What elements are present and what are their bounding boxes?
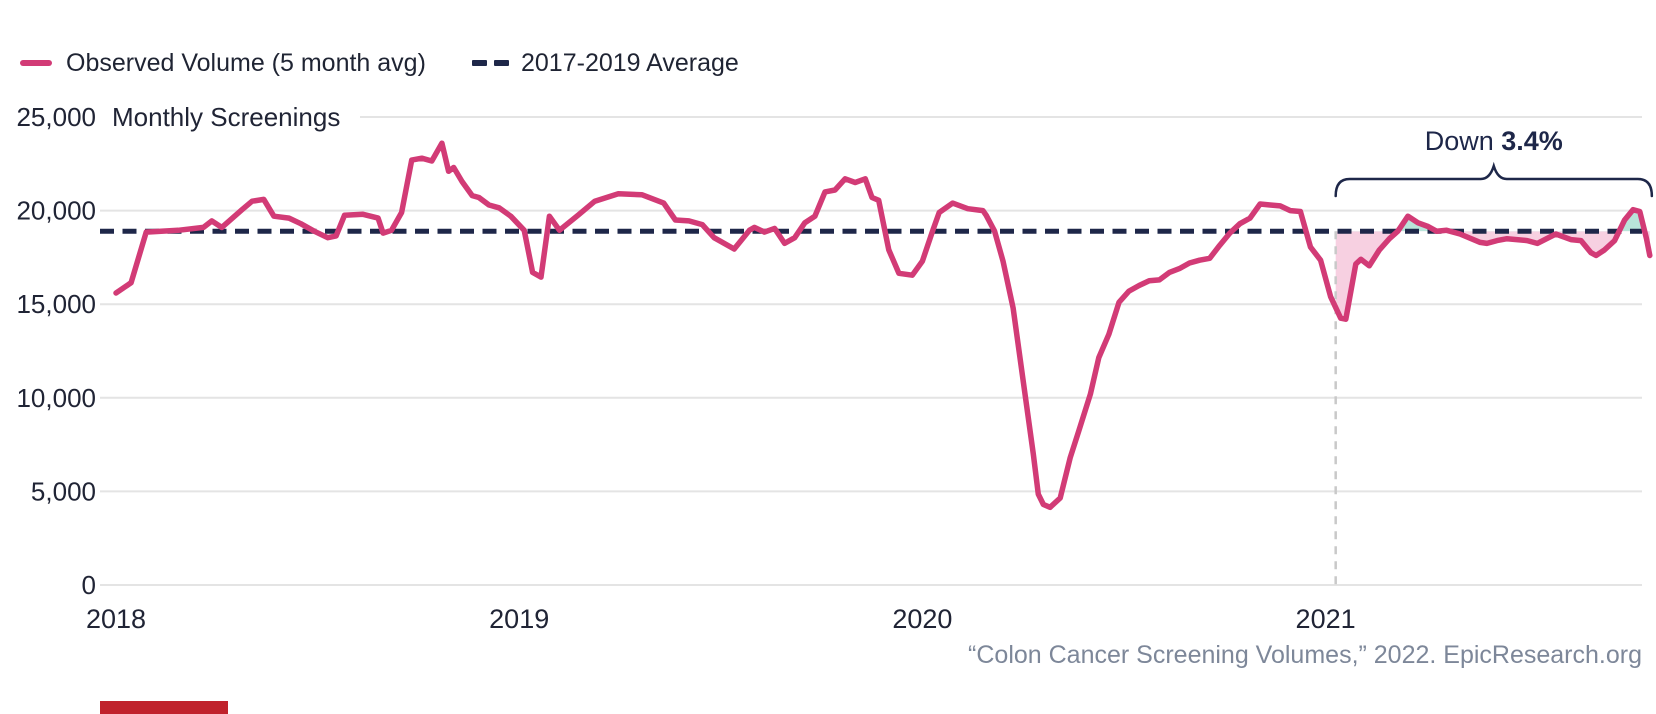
observed-line: [113, 140, 1653, 511]
x-tick-label: 2020: [892, 604, 952, 634]
y-axis-title: Monthly Screenings: [112, 102, 340, 132]
legend: Observed Volume (5 month avg) 2017-2019 …: [0, 48, 1656, 78]
y-tick-label: 0: [82, 570, 96, 600]
y-tick-label: 5,000: [31, 476, 96, 506]
x-tick-label: 2019: [489, 604, 549, 634]
deficit-fill: [1335, 231, 1650, 320]
surplus-fill: [1397, 209, 1645, 232]
average-line-swatch-icon: [472, 60, 509, 66]
legend-label-observed: Observed Volume (5 month avg): [66, 48, 426, 77]
annotation-label: Down 3.4%: [1425, 126, 1563, 156]
legend-item-average: 2017-2019 Average: [472, 48, 739, 78]
y-tick-label: 20,000: [16, 196, 96, 226]
y-tick-label: 15,000: [16, 289, 96, 319]
source-citation: “Colon Cancer Screening Volumes,” 2022. …: [968, 641, 1642, 669]
y-tick-label: 10,000: [16, 383, 96, 413]
y-tick-label: 25,000: [16, 102, 96, 132]
annotation-brace-icon: [1334, 161, 1654, 198]
legend-label-average: 2017-2019 Average: [521, 48, 739, 77]
epic-brand-bar: [100, 701, 228, 714]
x-tick-label: 2021: [1296, 604, 1356, 634]
legend-item-observed: Observed Volume (5 month avg): [20, 48, 426, 78]
x-tick-label: 2018: [86, 604, 146, 634]
observed-line-swatch-icon: [20, 60, 52, 66]
